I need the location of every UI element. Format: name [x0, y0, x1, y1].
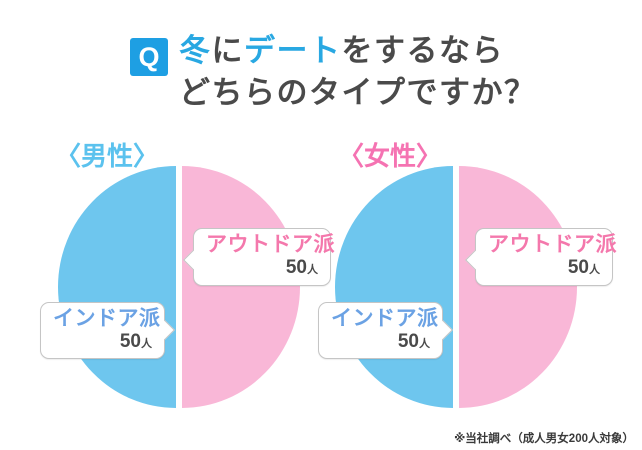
- title-segment-ni: に: [211, 33, 244, 68]
- title-line1: 冬にデートをするなら: [179, 33, 504, 68]
- female-indoor-count: 50人: [331, 332, 430, 354]
- pie-chart-female: [335, 166, 577, 408]
- male-indoor-unit: 人: [141, 338, 152, 350]
- male-outdoor-count: 50人: [206, 258, 318, 280]
- female-outdoor-callout: アウトドア派 50人: [475, 228, 617, 286]
- female-indoor-label: インドア派: [331, 307, 439, 330]
- male-outdoor-callout: アウトドア派 50人: [193, 228, 335, 286]
- group-label-male: 〈男性〉: [55, 141, 160, 171]
- female-outdoor-label: アウトドア派: [488, 233, 617, 256]
- male-outdoor-label: アウトドア派: [206, 233, 335, 256]
- male-outdoor-value: 50: [285, 257, 307, 278]
- female-outdoor-value: 50: [567, 257, 589, 278]
- pie-chart-male: [58, 166, 300, 408]
- male-indoor-slice: [58, 166, 176, 408]
- female-outdoor-count: 50人: [488, 258, 600, 280]
- female-outdoor-slice: [459, 166, 577, 408]
- female-indoor-value: 50: [397, 331, 419, 352]
- survey-source-note: ※当社調べ（成人男女200人対象）: [454, 433, 634, 445]
- male-indoor-callout: インドア派 50人: [40, 302, 165, 359]
- female-indoor-unit: 人: [419, 338, 430, 350]
- male-indoor-count: 50人: [53, 332, 152, 354]
- title-segment-winter: 冬: [179, 33, 212, 68]
- question-badge: Q: [130, 38, 168, 76]
- group-label-female: 〈女性〉: [338, 141, 443, 171]
- female-indoor-callout: インドア派 50人: [318, 302, 443, 359]
- male-outdoor-slice: [182, 166, 300, 408]
- male-outdoor-unit: 人: [307, 264, 318, 276]
- question-badge-letter: Q: [138, 41, 160, 72]
- title-segment-date: デート: [244, 33, 342, 68]
- title-line2: どちらのタイプですか？: [179, 75, 537, 110]
- female-indoor-slice: [335, 166, 453, 408]
- title-segment-rest: をするなら: [341, 33, 504, 68]
- page-title: 冬にデートをするなら どちらのタイプですか？: [179, 30, 537, 114]
- male-indoor-label: インドア派: [53, 307, 161, 330]
- female-outdoor-unit: 人: [589, 264, 600, 276]
- male-indoor-value: 50: [119, 331, 141, 352]
